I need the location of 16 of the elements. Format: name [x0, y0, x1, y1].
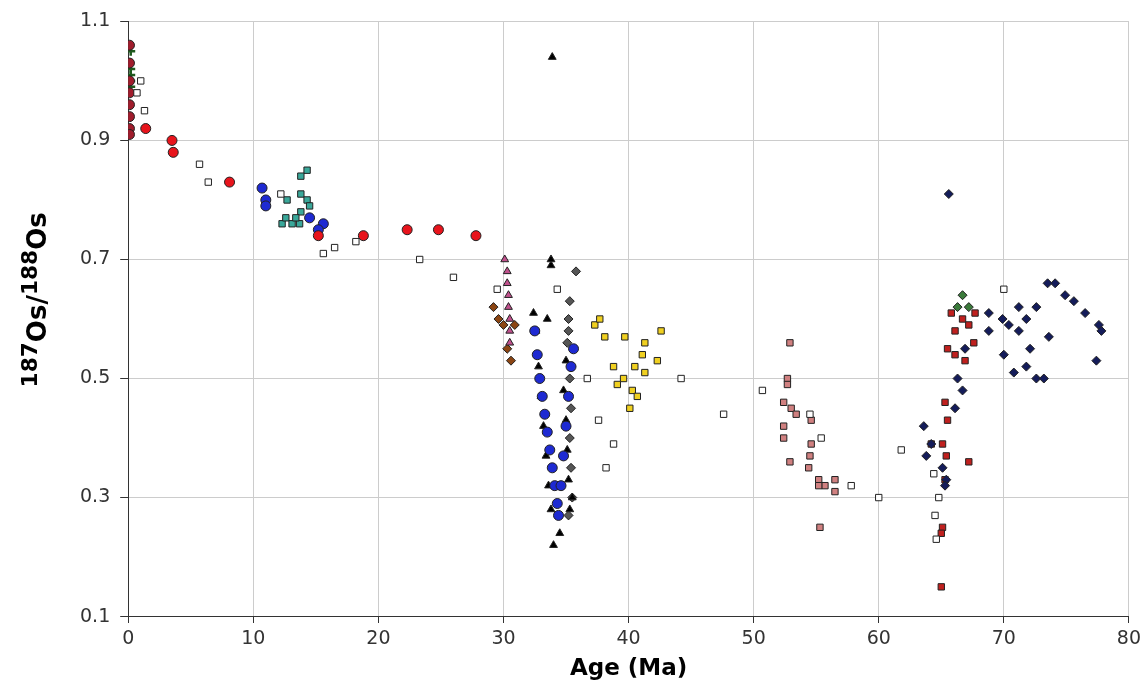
x-tick-label: 30 [491, 625, 516, 648]
x-tick-label: 80 [1116, 625, 1142, 648]
y-tick-label: 1.1 [80, 8, 111, 31]
x-tick-label: 0 [122, 625, 135, 648]
y-tick-label: 0.3 [80, 484, 111, 507]
x-tick-label: 20 [366, 625, 391, 648]
x-tick-label: 70 [991, 625, 1016, 648]
x-tick-label: 10 [241, 625, 266, 648]
y-tick-label: 0.5 [80, 365, 111, 388]
y-tick-label: 0.1 [80, 603, 111, 626]
x-axis-title: Age (Ma) [569, 654, 688, 681]
y-tick-label: 0.9 [80, 127, 111, 150]
x-tick-label: 40 [616, 625, 641, 648]
x-tick-label: 60 [866, 625, 891, 648]
y-tick-label: 0.7 [80, 246, 111, 269]
x-tick-label: 50 [741, 625, 766, 648]
